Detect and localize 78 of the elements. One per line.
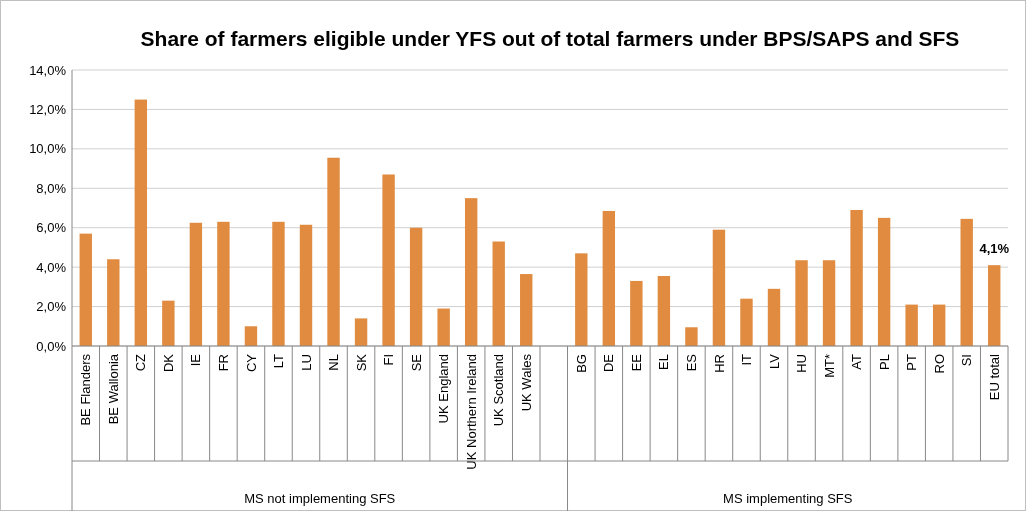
- y-tick-label: 4,0%: [36, 259, 67, 275]
- y-tick-label: 12,0%: [29, 101, 67, 117]
- x-tick-label: NL: [326, 354, 342, 371]
- bar: [189, 222, 203, 346]
- bar: [960, 218, 973, 346]
- bar: [217, 221, 230, 346]
- bar: [464, 198, 478, 346]
- y-tick-label: 14,0%: [29, 62, 67, 78]
- x-tick-label: FR: [215, 354, 231, 372]
- bar: [354, 318, 368, 346]
- x-tick-label: IT: [739, 353, 755, 366]
- x-tick-label: LU: [298, 354, 314, 371]
- bar: [712, 229, 726, 346]
- x-tick-label: MT*: [821, 354, 837, 378]
- x-tick-label: HR: [711, 354, 727, 373]
- bar: [244, 326, 258, 346]
- x-tick-label: LV: [766, 353, 782, 369]
- bar: [822, 260, 836, 346]
- x-tick-label: IE: [188, 353, 204, 367]
- x-tick-label: CY: [243, 353, 259, 373]
- x-tick-label: DK: [160, 353, 176, 373]
- bar: [657, 276, 671, 346]
- bar: [988, 265, 1001, 346]
- x-tick-label: CZ: [133, 353, 149, 372]
- x-tick-label: EU total: [986, 353, 1002, 401]
- bar: [382, 174, 395, 346]
- bar: [492, 241, 505, 346]
- bar: [327, 157, 340, 346]
- bar: [272, 221, 285, 346]
- x-tick-label: SE: [408, 353, 424, 372]
- data-label: 4,1%: [979, 241, 1010, 257]
- y-tick-label: 6,0%: [36, 220, 67, 236]
- x-tick-label: HU: [794, 354, 810, 373]
- x-tick-label: AT: [849, 353, 865, 370]
- x-tick-label: SI: [959, 354, 975, 367]
- text: MS not implementing SFS: [244, 491, 396, 506]
- x-tick-label: EE: [628, 353, 644, 372]
- bar: [134, 99, 148, 346]
- x-tick-label: UK Scotland: [491, 354, 507, 427]
- bar: [107, 259, 120, 346]
- y-tick-label: 10,0%: [29, 141, 67, 157]
- bar: [79, 233, 92, 346]
- bar: [767, 288, 781, 346]
- x-tick-label: BG: [573, 354, 589, 373]
- bar: [162, 300, 175, 346]
- x-tick-label: UK England: [436, 354, 452, 424]
- x-tick-label: BE Wallonia: [105, 353, 121, 425]
- x-tick-label: BE Flanders: [78, 353, 94, 426]
- x-tick-label: RO: [931, 354, 947, 374]
- bar: [409, 227, 423, 346]
- chart-title: Share of farmers eligible under YFS out of total farmers under BPS/SAPS and SFS: [140, 27, 960, 50]
- bar: [602, 210, 616, 346]
- bar: [795, 260, 808, 346]
- x-tick-label: LT: [271, 353, 287, 369]
- bar: [740, 298, 753, 346]
- y-tick-label: 8,0%: [36, 180, 67, 196]
- x-tick-label: UK Wales: [518, 353, 534, 412]
- bar: [437, 308, 450, 346]
- bar: [299, 224, 313, 346]
- x-tick-label: DE: [601, 353, 617, 373]
- x-tick-label: UK Northern Ireland: [463, 354, 479, 470]
- x-tick-label: FI: [381, 354, 397, 366]
- bar: [630, 280, 643, 346]
- y-tick-label: 2,0%: [36, 299, 67, 315]
- text: MS implementing SFS: [723, 491, 853, 506]
- bar: [575, 253, 588, 346]
- bar: [877, 217, 891, 346]
- bar: [685, 327, 698, 346]
- y-tick-label: 0,0%: [36, 338, 67, 354]
- x-tick-label: SK: [353, 353, 369, 372]
- bar: [850, 209, 863, 346]
- x-tick-label: PT: [904, 353, 920, 371]
- x-tick-label: ES: [683, 353, 699, 372]
- bar: [932, 304, 946, 346]
- bar: [905, 304, 918, 346]
- x-tick-label: PL: [876, 354, 892, 370]
- x-tick-label: EL: [656, 354, 672, 370]
- bar: [520, 274, 533, 346]
